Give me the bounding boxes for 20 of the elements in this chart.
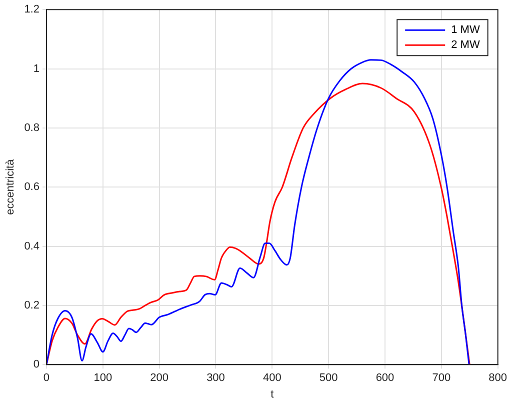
y-tick-label: 0.8 bbox=[24, 122, 40, 134]
x-tick-label: 400 bbox=[262, 372, 282, 384]
x-tick-label: 100 bbox=[94, 372, 112, 384]
y-tick-label: 0.4 bbox=[24, 240, 40, 252]
y-tick-label: 1 bbox=[33, 62, 40, 75]
x-tick-label: 700 bbox=[432, 372, 451, 384]
x-tick-label: 500 bbox=[319, 372, 338, 384]
y-tick-label: 0 bbox=[33, 358, 40, 371]
x-tick-label: 0 bbox=[43, 372, 50, 384]
y-tick-label: 1.2 bbox=[24, 4, 40, 16]
x-tick-label: 300 bbox=[206, 372, 225, 384]
y-tick-label: 0.6 bbox=[24, 181, 40, 194]
legend-label: 2 MW bbox=[451, 39, 480, 52]
y-axis-title: eccentricità bbox=[4, 158, 17, 215]
x-tick-label: 600 bbox=[376, 372, 394, 384]
y-tick-label: 0.2 bbox=[24, 299, 40, 312]
x-tick-label: 800 bbox=[488, 372, 508, 384]
x-tick-label: 200 bbox=[150, 372, 169, 384]
legend-label: 1 MW bbox=[451, 24, 480, 36]
x-axis-title: t bbox=[270, 388, 274, 400]
